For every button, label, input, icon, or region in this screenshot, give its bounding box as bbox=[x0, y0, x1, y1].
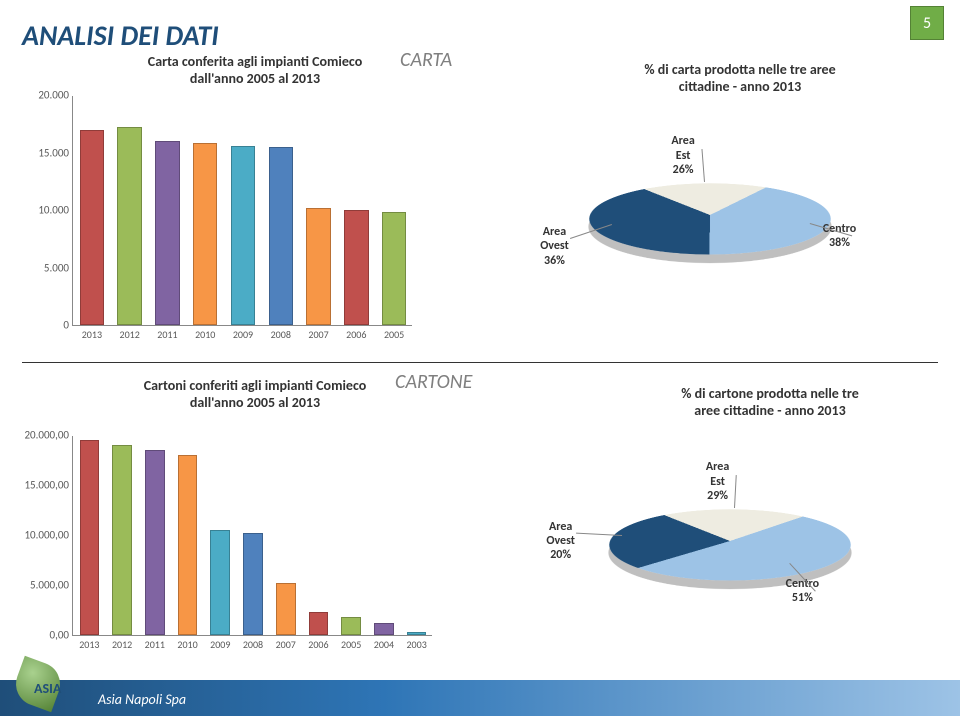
pie-slice-label: AreaOvest20% bbox=[546, 520, 575, 563]
bar bbox=[382, 212, 407, 325]
bar bbox=[112, 445, 132, 635]
bar bbox=[155, 141, 180, 325]
page-number-badge: 5 bbox=[910, 6, 944, 40]
bar bbox=[117, 127, 142, 325]
bar bbox=[210, 530, 230, 635]
footer-company: Asia Napoli Spa bbox=[98, 691, 186, 708]
cartone-bar-chart: 0,005.000,0010.000,0015.000,0020.000,002… bbox=[22, 396, 482, 656]
pie-slice-label: AreaOvest36% bbox=[540, 225, 569, 268]
carta-bar-chart: 05.00010.00015.00020.0002013201220112010… bbox=[22, 46, 442, 346]
cartone-section-label: CARTONE bbox=[395, 370, 472, 394]
bar bbox=[231, 146, 256, 325]
pie-slice-label: AreaEst29% bbox=[706, 460, 729, 503]
bar bbox=[80, 440, 100, 635]
bar bbox=[276, 583, 296, 635]
pie-slice-label: AreaEst26% bbox=[671, 134, 694, 177]
carta-pie-title: % di carta prodotta nelle tre areecittad… bbox=[600, 62, 880, 96]
bar bbox=[193, 143, 218, 325]
company-logo: ASIA bbox=[10, 660, 92, 712]
bar bbox=[145, 450, 165, 635]
bar bbox=[80, 130, 105, 326]
section-divider bbox=[22, 362, 938, 363]
bar bbox=[309, 612, 329, 635]
bar bbox=[344, 210, 369, 325]
carta-pie-chart bbox=[590, 140, 830, 290]
bar bbox=[269, 147, 294, 325]
bar bbox=[178, 455, 198, 635]
bar bbox=[374, 623, 394, 635]
bar bbox=[341, 617, 361, 635]
bar bbox=[243, 533, 263, 635]
cartone-pie-title: % di cartone prodotta nelle trearee citt… bbox=[630, 386, 910, 420]
bar bbox=[306, 208, 331, 325]
